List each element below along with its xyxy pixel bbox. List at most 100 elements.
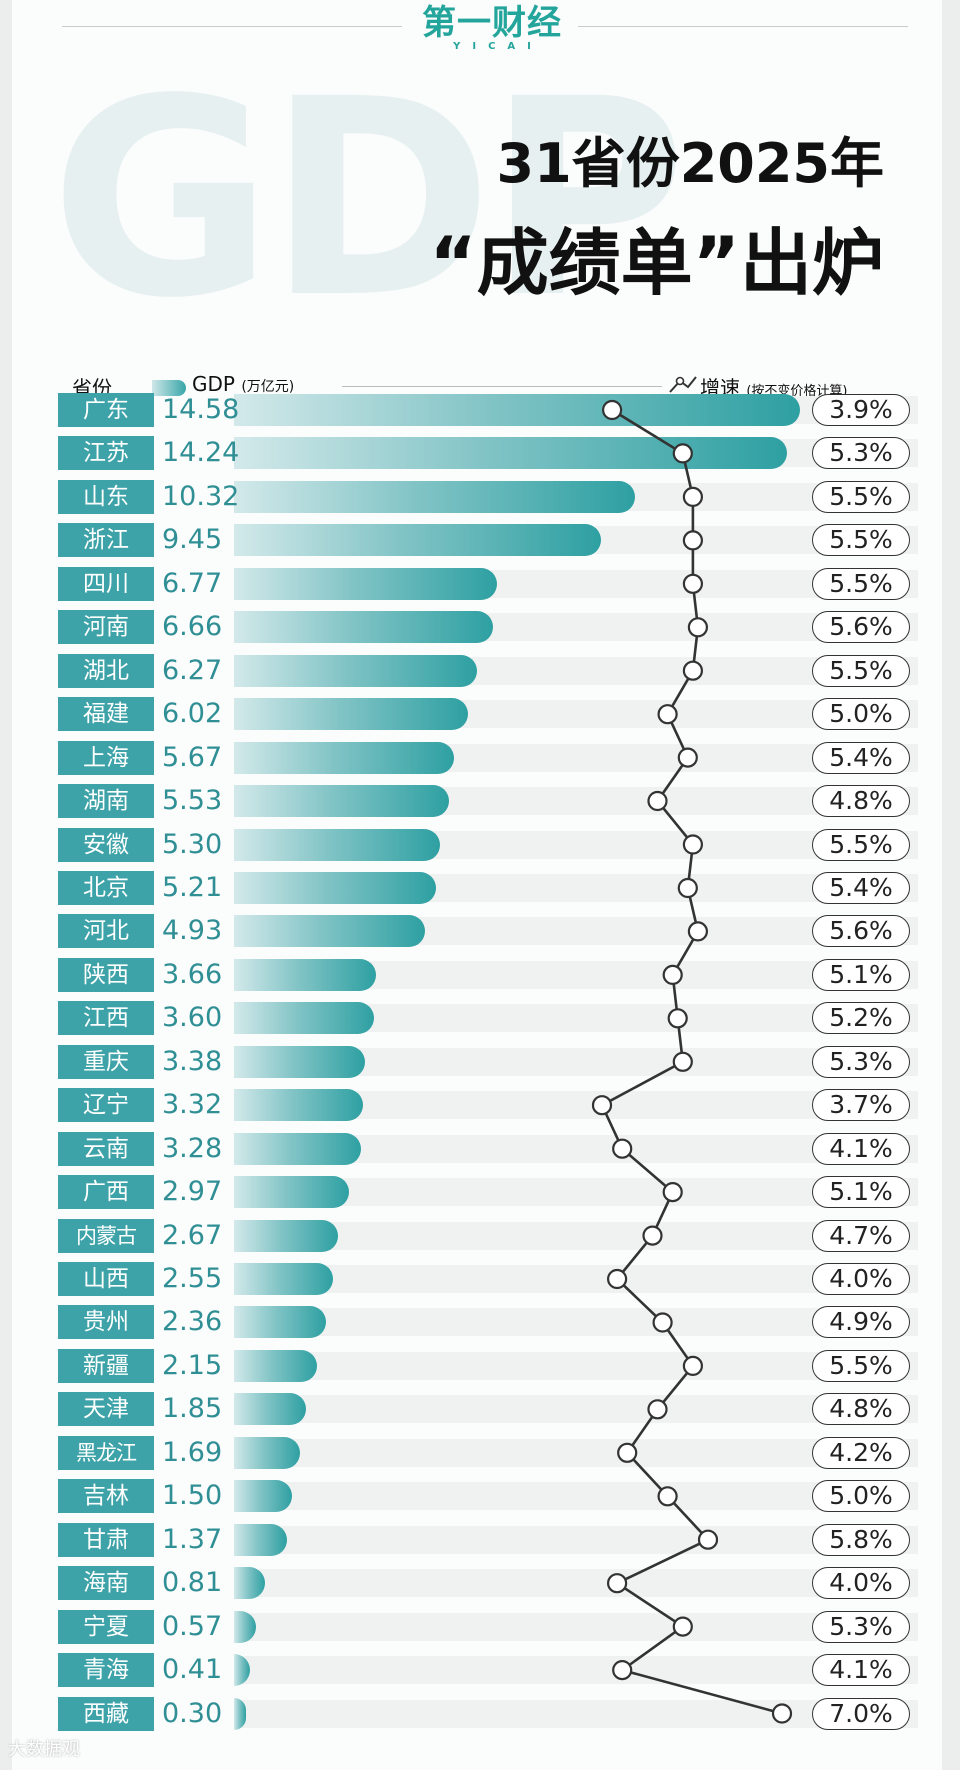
logo-cn: 第一财经 (422, 3, 562, 43)
row-14: 江西 3.60 5.2% (12, 998, 942, 1038)
gdp-bar (234, 1654, 250, 1687)
province-label: 陕西 (58, 957, 154, 992)
growth-value: 5.5% (812, 524, 910, 557)
growth-value: 4.1% (812, 1132, 910, 1165)
gdp-bar (234, 698, 468, 731)
growth-value: 4.9% (812, 1306, 910, 1339)
row-band (236, 1308, 918, 1337)
row-band (236, 1265, 918, 1293)
gdp-value: 1.50 (162, 1480, 223, 1512)
province-label: 江西 (58, 1001, 154, 1036)
background-word: GDP (50, 42, 686, 358)
row-27: 海南 0.81 4.0% (12, 1563, 942, 1603)
gdp-value: 5.53 (162, 785, 223, 817)
row-band (236, 1525, 918, 1554)
growth-value: 5.5% (812, 480, 910, 513)
gdp-value: 3.60 (162, 1002, 223, 1034)
row-17: 云南 3.28 4.1% (12, 1129, 942, 1169)
province-label: 云南 (58, 1131, 154, 1166)
gdp-value: 6.77 (162, 567, 223, 599)
gdp-value: 1.85 (162, 1393, 223, 1425)
growth-value: 4.0% (812, 1263, 910, 1295)
gdp-bar (234, 524, 601, 557)
growth-value: 5.8% (812, 1523, 910, 1556)
gdp-bar (234, 1393, 306, 1426)
row-16: 辽宁 3.32 3.7% (12, 1085, 942, 1125)
line-marker-icon (669, 376, 697, 393)
title-line-2: “成绩单”出炉 (429, 221, 884, 305)
gdp-bar (234, 480, 635, 513)
gdp-value: 0.30 (162, 1697, 223, 1729)
row-11: 北京 5.21 5.4% (12, 868, 942, 908)
row-band (236, 1699, 918, 1728)
gdp-value: 3.38 (162, 1045, 223, 1077)
top-rule-right (578, 26, 908, 27)
gdp-bar (234, 785, 449, 818)
province-label: 河南 (58, 610, 154, 645)
row-band (236, 1656, 918, 1685)
growth-value: 5.5% (812, 654, 910, 687)
growth-value: 5.2% (812, 1002, 910, 1035)
province-label: 山西 (58, 1262, 154, 1296)
title-line-1: 31省份2025年 (496, 132, 884, 195)
gdp-value: 9.45 (162, 524, 223, 556)
row-7: 福建 6.02 5.0% (12, 694, 942, 734)
gdp-bar (234, 1349, 318, 1382)
row-12: 河北 4.93 5.6% (12, 911, 942, 951)
top-rule-left (62, 26, 402, 27)
growth-value: 5.3% (812, 437, 910, 470)
gdp-value: 5.30 (162, 828, 223, 860)
gdp-bar (234, 567, 497, 600)
row-23: 天津 1.85 4.8% (12, 1389, 942, 1429)
gdp-bar (234, 1610, 257, 1643)
gdp-header-label: GDP (192, 372, 235, 396)
province-label: 河北 (58, 914, 154, 949)
row-19: 内蒙古 2.67 4.7% (12, 1216, 942, 1256)
growth-value: 5.6% (812, 915, 910, 948)
growth-value: 5.3% (812, 1045, 910, 1078)
province-label: 贵州 (58, 1305, 154, 1340)
growth-value: 4.1% (812, 1654, 910, 1687)
row-1: 江苏 14.24 5.3% (12, 433, 942, 473)
gdp-bar (234, 1089, 363, 1122)
growth-value: 3.7% (812, 1089, 910, 1122)
growth-value: 5.5% (812, 828, 910, 861)
gdp-bar (234, 1045, 366, 1078)
row-0: 广东 14.58 3.9% (12, 390, 942, 430)
gdp-value: 2.67 (162, 1219, 223, 1251)
header-rule (342, 386, 662, 387)
growth-value: 5.6% (812, 611, 910, 644)
growth-value: 5.4% (812, 871, 910, 904)
gdp-value: 3.28 (162, 1132, 223, 1164)
gdp-value: 0.57 (162, 1610, 223, 1642)
gdp-value: 14.58 (162, 394, 240, 425)
growth-value: 4.8% (812, 785, 910, 818)
gdp-bar (234, 1002, 374, 1035)
growth-value: 5.3% (812, 1610, 910, 1643)
gdp-bar (234, 1176, 350, 1209)
row-22: 新疆 2.15 5.5% (12, 1346, 942, 1386)
gdp-value: 5.67 (162, 741, 223, 773)
gdp-value: 2.36 (162, 1306, 223, 1338)
province-label: 浙江 (58, 523, 154, 558)
row-4: 四川 6.77 5.5% (12, 564, 942, 604)
gdp-value: 5.21 (162, 871, 223, 903)
gdp-header: GDP (万亿元) (192, 372, 294, 396)
row-13: 陕西 3.66 5.1% (12, 955, 942, 995)
gdp-value: 6.27 (162, 654, 223, 686)
row-band (236, 1482, 918, 1511)
province-label: 安徽 (58, 827, 154, 862)
logo-en: YICAI (453, 41, 543, 52)
gdp-value: 14.24 (162, 437, 240, 469)
gdp-bar (234, 437, 787, 470)
row-9: 湖南 5.53 4.8% (12, 781, 942, 821)
gdp-value: 3.66 (162, 958, 223, 990)
province-label: 吉林 (58, 1479, 154, 1514)
row-28: 宁夏 0.57 5.3% (12, 1607, 942, 1647)
gdp-value: 2.55 (162, 1263, 223, 1294)
growth-value: 5.4% (812, 741, 910, 774)
gdp-bar (234, 611, 493, 644)
province-label: 重庆 (58, 1044, 154, 1079)
yicai-logo: 第一财经 YICAI (422, 4, 562, 52)
